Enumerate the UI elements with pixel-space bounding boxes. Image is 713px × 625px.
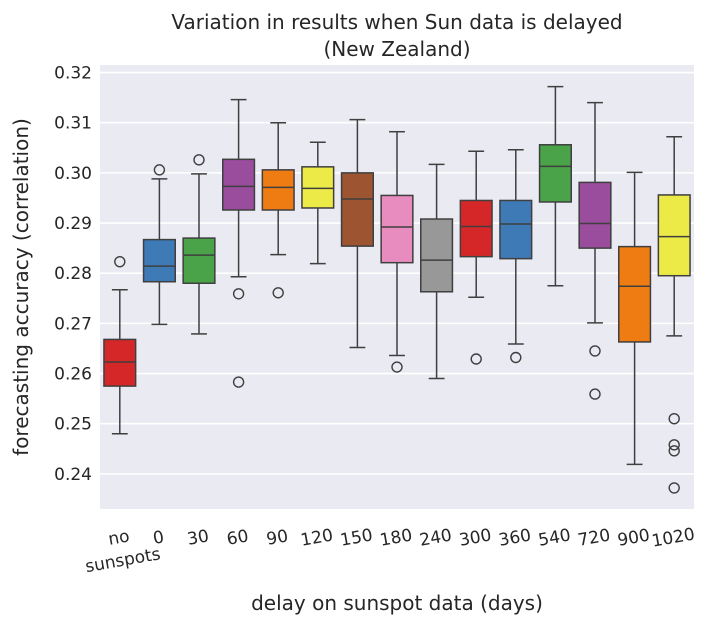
box-group (380, 130, 414, 373)
box (538, 144, 572, 203)
outlier-point (232, 376, 245, 388)
x-tick-label: 540 (537, 525, 572, 550)
box-group (538, 85, 572, 287)
box-group (301, 141, 335, 265)
outlier-point (668, 482, 680, 494)
box (380, 194, 414, 264)
x-tick-label: 360 (497, 525, 532, 550)
outlier-point (193, 154, 205, 166)
box-group (222, 98, 256, 388)
box-group (578, 101, 612, 400)
x-axis-label: delay on sunspot data (days) (251, 591, 543, 615)
y-tick-label: 0.26 (54, 365, 92, 385)
x-tick-label: 90 (265, 526, 290, 549)
y-tick-label: 0.31 (54, 114, 92, 134)
box (182, 237, 216, 284)
box-group (142, 164, 176, 326)
outlier-point (589, 345, 601, 357)
outlier-point (391, 361, 403, 373)
outlier-point (114, 255, 126, 268)
box-group (182, 154, 216, 335)
chart-title: Variation in results when Sun data is de… (171, 10, 622, 34)
box-group (340, 118, 374, 349)
box (499, 199, 533, 260)
box (657, 194, 691, 277)
box (420, 218, 454, 293)
box (222, 158, 256, 211)
x-tick-label: 300 (458, 525, 493, 550)
box (103, 338, 137, 387)
box (261, 169, 295, 211)
x-tick-label: 150 (339, 525, 374, 550)
outlier-point (510, 351, 522, 364)
x-tick-label: 240 (418, 525, 453, 550)
box-group (420, 163, 454, 380)
x-tick-label: 0 (151, 527, 165, 549)
y-axis-label: forecasting accuracy (correlation) (9, 118, 33, 456)
outlier-point (272, 287, 284, 299)
outlier-point (232, 288, 245, 300)
y-tick-label: 0.27 (54, 314, 92, 334)
x-tick-label: 720 (576, 525, 611, 550)
outlier-point (470, 353, 482, 365)
y-tick-label: 0.29 (54, 214, 92, 234)
outlier-point (668, 445, 680, 457)
y-tick-label: 0.25 (54, 415, 92, 435)
x-tick-label: 900 (616, 525, 651, 550)
outlier-point (153, 164, 166, 176)
y-tick-label: 0.30 (54, 164, 92, 184)
box (459, 199, 493, 258)
y-tick-label: 0.32 (54, 64, 92, 84)
box-group (657, 135, 691, 494)
x-tick-label: 60 (225, 526, 250, 549)
x-tick-label: 120 (299, 525, 334, 550)
box-group (459, 150, 493, 365)
box-group (261, 121, 295, 299)
x-tick-label: 30 (186, 526, 211, 549)
y-tick-label: 0.28 (54, 264, 92, 284)
outlier-point (589, 388, 601, 400)
box (142, 238, 176, 283)
box (301, 166, 335, 209)
box-group (618, 171, 652, 466)
chart-subtitle: (New Zealand) (323, 37, 470, 61)
box-group (103, 255, 137, 435)
x-tick-label: nosunspots (80, 522, 162, 578)
box (578, 181, 612, 249)
box (618, 245, 652, 343)
x-tick-label: 1020 (650, 524, 696, 551)
y-tick-label: 0.24 (54, 465, 92, 485)
box (340, 172, 374, 247)
boxes (103, 85, 691, 494)
outlier-point (668, 412, 680, 425)
x-tick-label: 180 (378, 525, 413, 550)
box-group (499, 149, 533, 364)
outlier-point (668, 439, 680, 451)
y-tick-labels: 0.24 0.25 0.26 0.27 0.28 0.29 0.30 0.31 0.32 (54, 64, 92, 485)
